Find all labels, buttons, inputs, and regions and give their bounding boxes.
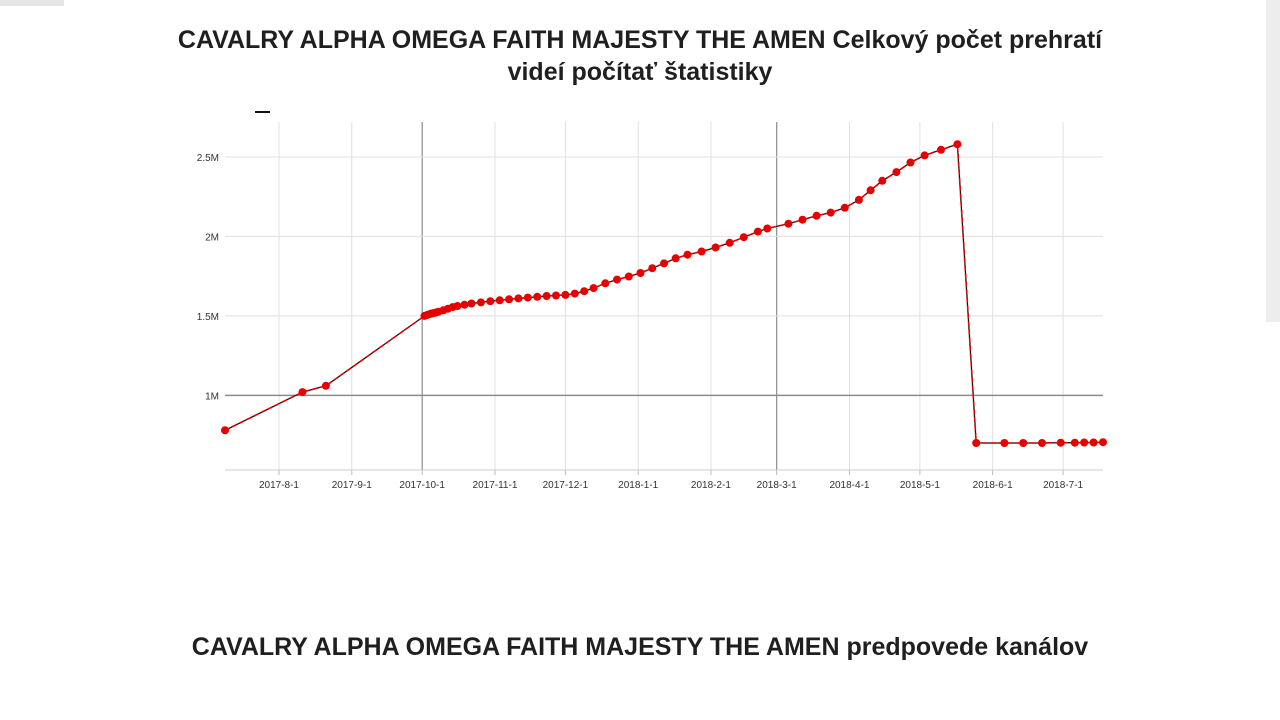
data-point[interactable] [523, 293, 532, 302]
views-chart-svg: 2017-8-1 2017-9-1 2017-10-1 2017-11-1 2017-1… [197, 111, 1107, 491]
data-point[interactable] [725, 238, 734, 247]
data-point[interactable] [972, 439, 981, 447]
chart-title: CAVALRY ALPHA OMEGA FAITH MAJESTY THE AM… [177, 26, 1103, 86]
data-point[interactable] [552, 291, 560, 300]
data-point[interactable] [601, 279, 610, 288]
data-point[interactable] [505, 295, 514, 304]
data-point[interactable] [937, 145, 945, 154]
data-point[interactable] [453, 302, 462, 310]
data-point[interactable] [784, 219, 793, 228]
data-point[interactable] [321, 381, 330, 390]
data-point[interactable] [298, 388, 307, 397]
data-point[interactable] [1070, 438, 1079, 447]
x-tick-label: 2018-3-1 [757, 480, 797, 491]
x-tick-label: 2017-11-1 [473, 480, 518, 491]
data-point[interactable] [798, 215, 807, 224]
data-point[interactable] [624, 272, 633, 281]
forecast-section-title: CAVALRY ALPHA OMEGA FAITH MAJESTY THE AM… [191, 633, 1089, 661]
series-connector-line [224, 143, 1104, 444]
data-point[interactable] [840, 203, 849, 212]
x-tick-label: 2018-4-1 [829, 480, 869, 491]
data-point[interactable] [1089, 438, 1098, 447]
tab-stub[interactable] [0, 0, 64, 6]
x-tick-label: 2018-7-1 [1043, 480, 1083, 491]
x-tick-label: 2017-8-1 [259, 480, 299, 491]
data-point[interactable] [826, 208, 835, 217]
series-line [224, 143, 1104, 444]
data-point[interactable] [542, 292, 551, 300]
data-point[interactable] [1019, 439, 1028, 447]
data-point[interactable] [648, 264, 657, 273]
data-point[interactable] [460, 300, 469, 309]
data-point[interactable] [1056, 438, 1065, 447]
x-tick-label: 2017-12-1 [543, 480, 589, 491]
data-point[interactable] [711, 243, 720, 252]
data-point[interactable] [570, 289, 579, 298]
scrollbar[interactable] [1266, 0, 1280, 322]
data-point[interactable] [589, 284, 598, 293]
data-point[interactable] [613, 275, 621, 284]
views-chart: 2017-8-1 2017-9-1 2017-10-1 2017-11-1 2017-1… [150, 100, 1130, 510]
data-point[interactable] [495, 296, 504, 305]
data-point[interactable] [683, 250, 692, 259]
data-point[interactable] [906, 158, 915, 167]
y-tick-label: 2.5M [197, 153, 219, 164]
data-point[interactable] [753, 227, 762, 236]
y-tick-label: 2M [205, 232, 219, 243]
x-tick-label: 2018-5-1 [900, 480, 940, 491]
x-tick-label: 2017-9-1 [332, 480, 372, 491]
data-point[interactable] [533, 292, 542, 301]
data-point[interactable] [660, 259, 668, 268]
data-point[interactable] [854, 195, 863, 204]
x-tick-label: 2017-10-1 [399, 480, 445, 491]
data-point[interactable] [892, 168, 901, 177]
data-point[interactable] [1080, 438, 1089, 447]
data-point[interactable] [1099, 438, 1107, 447]
data-point[interactable] [476, 298, 485, 307]
data-point[interactable] [1000, 439, 1009, 447]
data-point[interactable] [953, 140, 962, 149]
data-point[interactable] [514, 294, 523, 303]
data-point[interactable] [580, 287, 589, 296]
data-point[interactable] [1038, 439, 1046, 447]
data-point[interactable] [486, 297, 495, 306]
data-point[interactable] [221, 426, 229, 435]
x-tick-label: 2018-1-1 [618, 480, 658, 491]
x-tick-label: 2018-2-1 [691, 480, 731, 491]
data-point[interactable] [561, 290, 570, 299]
data-point[interactable] [739, 233, 748, 242]
y-tick-label: 1.5M [197, 312, 219, 323]
data-point[interactable] [866, 186, 875, 195]
data-point[interactable] [763, 224, 772, 233]
data-point[interactable] [671, 254, 680, 263]
data-point[interactable] [467, 299, 476, 308]
data-point[interactable] [636, 269, 645, 277]
data-point[interactable] [697, 247, 706, 256]
x-tick-label: 2018-6-1 [973, 480, 1013, 491]
y-tick-label: 1M [205, 391, 219, 402]
data-point[interactable] [878, 176, 887, 185]
data-point[interactable] [812, 211, 821, 220]
data-point[interactable] [920, 151, 929, 160]
